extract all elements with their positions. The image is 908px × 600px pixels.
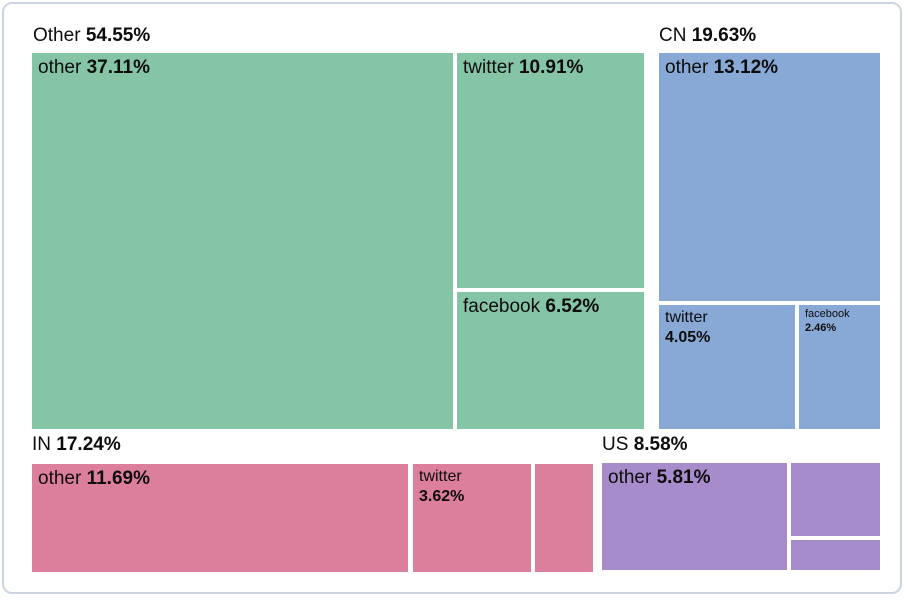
treemap-node-other-twitter[interactable]: twitter 10.91% <box>457 53 644 288</box>
treemap-node-cn-other[interactable]: other 13.12% <box>659 53 880 301</box>
group-label: IN <box>32 434 51 455</box>
treemap-node-in-other[interactable]: other 11.69% <box>32 464 408 572</box>
treemap-node-in-unlabeled[interactable] <box>535 464 593 572</box>
group-value: 8.58% <box>633 434 688 455</box>
node-value: 13.12% <box>713 57 779 78</box>
group-label: Other <box>33 25 81 46</box>
node-label: facebook <box>805 308 850 320</box>
node-label: facebook <box>463 296 541 317</box>
group-label: US <box>602 434 629 455</box>
treemap-node-us-other[interactable]: other 5.81% <box>602 463 787 570</box>
group-value: 19.63% <box>691 25 757 46</box>
treemap-node-us-unlabeled[interactable] <box>791 463 880 536</box>
node-value: 5.81% <box>656 467 711 488</box>
node-label-group: facebook 6.52% <box>457 292 644 322</box>
node-value: 4.05% <box>665 329 711 346</box>
group-label: CN <box>659 25 687 46</box>
treemap-node-other-other[interactable]: other 37.11% <box>32 53 453 429</box>
group-value: 54.55% <box>85 25 151 46</box>
node-value: 10.91% <box>518 57 584 78</box>
node-label-group: twitter 4.05% <box>659 305 795 351</box>
node-label-group: other 37.11% <box>32 53 453 83</box>
treemap-node-in-twitter[interactable]: twitter 3.62% <box>413 464 531 572</box>
node-label-group: other 5.81% <box>602 463 787 493</box>
node-label-group: facebook 2.46% <box>799 305 880 339</box>
node-label-group: other 11.69% <box>32 464 408 494</box>
node-value: 3.62% <box>419 488 465 505</box>
node-label: twitter <box>463 57 514 78</box>
node-value: 6.52% <box>545 296 600 317</box>
node-label-group: twitter 10.91% <box>457 53 644 83</box>
treemap-node-cn-twitter[interactable]: twitter 4.05% <box>659 305 795 429</box>
treemap-node-other-facebook[interactable]: facebook 6.52% <box>457 292 644 429</box>
node-value: 2.46% <box>805 321 837 334</box>
node-value: 37.11% <box>86 57 150 78</box>
group-header-us: US 8.58% <box>602 434 688 456</box>
node-label: other <box>608 467 652 488</box>
group-header-cn: CN 19.63% <box>659 25 756 47</box>
node-label: other <box>38 468 82 489</box>
node-label-group: other 13.12% <box>659 53 880 83</box>
group-value: 17.24% <box>56 434 121 455</box>
node-label: twitter <box>665 309 708 326</box>
group-header-other: Other 54.55% <box>33 25 150 47</box>
treemap-node-cn-facebook[interactable]: facebook 2.46% <box>799 305 880 429</box>
node-label: other <box>38 57 82 78</box>
node-label: twitter <box>419 468 462 485</box>
node-label-group: twitter 3.62% <box>413 464 531 510</box>
node-label: other <box>665 57 709 78</box>
group-header-in: IN 17.24% <box>32 434 121 456</box>
node-value: 11.69% <box>86 468 150 489</box>
treemap-node-us-unlabeled[interactable] <box>791 540 880 570</box>
